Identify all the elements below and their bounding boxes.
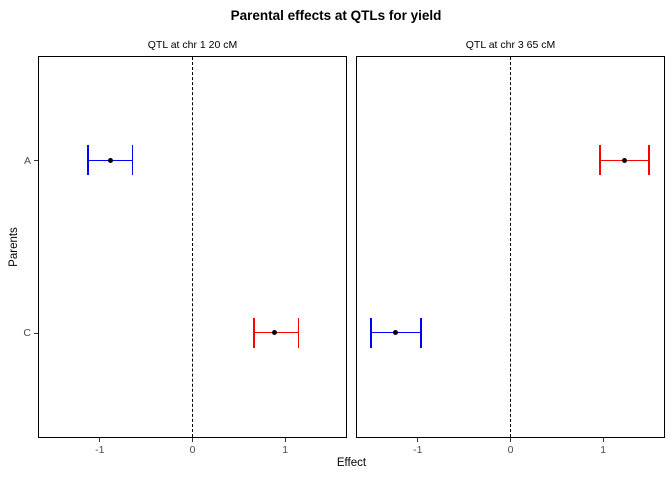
x-axis-tick: [284, 438, 286, 442]
facet-panel: [356, 56, 665, 438]
point-estimate: [107, 157, 113, 163]
errorbar-cap-high: [648, 145, 650, 176]
errorbar-cap-high: [420, 317, 422, 348]
point-estimate: [622, 157, 628, 163]
y-axis-tick: [34, 160, 38, 162]
x-axis-tick: [99, 438, 101, 442]
y-axis-tick-label: A: [23, 154, 31, 167]
y-axis-tick: [34, 332, 38, 334]
errorbar-cap-low: [599, 145, 601, 176]
errorbar-cap-low: [87, 145, 89, 176]
x-axis-tick-label: 1: [600, 444, 607, 456]
point-estimate: [392, 330, 398, 336]
errorbar-cap-low: [370, 317, 372, 348]
x-axis-tick: [510, 438, 511, 442]
zero-reference-line: [509, 57, 511, 437]
x-axis-tick-label: -1: [95, 444, 105, 456]
x-axis-tick-label: 1: [282, 444, 289, 456]
errorbar-cap-high: [297, 317, 300, 348]
x-axis-title: Effect: [336, 457, 367, 469]
chart-title: Parental effects at QTLs for yield: [230, 8, 442, 23]
errorbar-cap-high: [131, 145, 134, 176]
x-axis-tick-label: 0: [507, 444, 514, 456]
x-axis-tick: [417, 438, 419, 442]
errorbar-cap-low: [253, 317, 255, 348]
point-estimate: [272, 330, 278, 336]
x-axis-tick: [602, 438, 604, 442]
x-axis-tick-label: -1: [413, 444, 423, 456]
facet-panel: [38, 56, 347, 438]
y-axis-tick-label: C: [23, 327, 31, 340]
x-axis-tick-label: 0: [189, 444, 196, 456]
x-axis-tick: [192, 438, 193, 442]
facet-strip-label: QTL at chr 1 20 cM: [147, 39, 238, 51]
zero-reference-line: [191, 57, 193, 437]
facet-strip-label: QTL at chr 3 65 cM: [465, 39, 556, 51]
y-axis-title: Parents: [8, 227, 20, 267]
